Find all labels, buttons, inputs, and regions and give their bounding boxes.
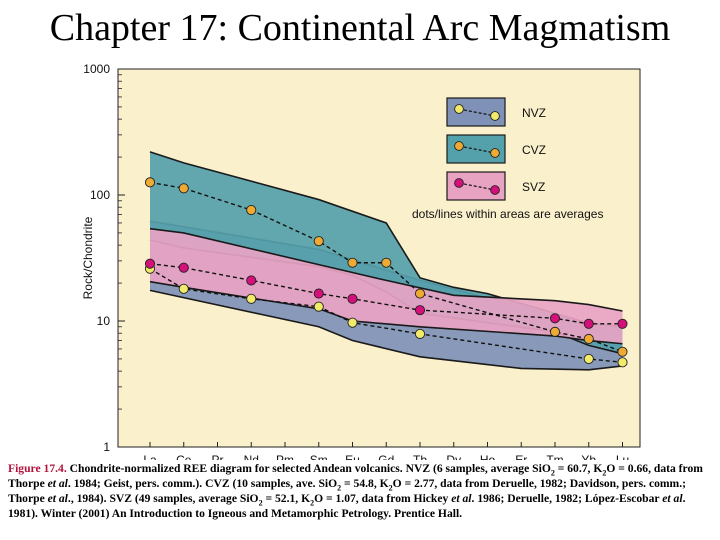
figure-caption: Figure 17.4. Chondrite-normalized REE di…	[8, 461, 712, 521]
x-tick-label: Lu	[616, 453, 629, 460]
x-tick-label: Tb	[413, 453, 427, 460]
caption-text: = 60.7, K	[554, 462, 603, 475]
caption-italic: et al	[451, 492, 472, 505]
series-cvz-line	[149, 181, 623, 353]
x-tick-label: Ho	[480, 453, 496, 460]
series-nvz-point	[246, 293, 257, 304]
series-svz-point	[246, 275, 257, 286]
series-nvz-point	[347, 317, 358, 328]
legend-label-cvz: CVZ	[522, 143, 546, 157]
caption-text: . 1986; Deruelle, 1982; López-Escobar	[471, 492, 663, 505]
x-tick-label: Pr	[212, 453, 224, 460]
series-nvz-point	[414, 328, 426, 339]
caption-italic: et al	[47, 477, 68, 490]
legend-dot-svz	[454, 178, 464, 188]
plot-frame	[117, 68, 641, 448]
series-svz-point	[583, 318, 594, 329]
axes-layer: La Ce Pr Nd Pm Sm Eu Gd Tb Dy Ho Er Tm Yb Lu 1 10 100 1000…	[81, 62, 629, 460]
series-nvz-line	[149, 268, 623, 364]
series-nvz-point	[313, 301, 324, 312]
x-tick-label: Gd	[378, 453, 394, 460]
caption-text: . 1981). Winter (2001) An Introduction t…	[8, 492, 686, 520]
y-axis-label: Rock/Chondrite	[81, 216, 95, 299]
x-tick-label: Sm	[310, 453, 328, 460]
series-cvz-point	[313, 236, 324, 247]
field-svz-lower-line	[149, 280, 623, 345]
y-tick-label: 10	[97, 314, 111, 328]
legend-dot-cvz	[490, 148, 500, 158]
series-layer	[144, 177, 628, 368]
series-svz-point	[178, 262, 189, 273]
legend-line-svz	[458, 182, 496, 191]
x-tick-label: Eu	[345, 453, 360, 460]
caption-text: . 1984; Geist, pers. comm.). CVZ (10 sam…	[67, 477, 338, 490]
series-cvz-point	[617, 346, 628, 357]
caption-text: = 54.8, K	[341, 477, 389, 490]
legend-dot-cvz	[454, 141, 464, 151]
series-cvz-point	[381, 257, 392, 268]
x-tick-label: La	[143, 453, 157, 460]
x-tick-label: Er	[515, 453, 527, 460]
series-cvz-point	[144, 177, 156, 188]
series-svz-point	[549, 313, 561, 324]
series-svz-point	[144, 258, 156, 269]
x-tick-label: Ce	[176, 453, 192, 460]
caption-text: ., 1984). SVZ (49 samples, average SiO	[67, 492, 259, 505]
series-cvz-point	[414, 288, 426, 299]
legend-label-svz: SVZ	[522, 180, 545, 194]
caption-italic: et al	[47, 492, 68, 505]
subscript: 2	[550, 468, 555, 478]
series-cvz-point	[549, 326, 561, 337]
ree-chart: La Ce Pr Nd Pm Sm Eu Gd Tb Dy Ho Er Tm Yb Lu 1 10 100 1000…	[81, 62, 641, 460]
series-cvz-point	[583, 333, 594, 345]
subscript: 2	[388, 483, 393, 493]
series-svz-point	[414, 305, 426, 316]
series-cvz-point	[246, 204, 257, 216]
series-cvz-point	[347, 257, 358, 268]
y-tick-label: 1000	[83, 62, 110, 76]
caption-italic: et al	[662, 492, 683, 505]
x-tick-label: Pm	[276, 453, 294, 460]
y-tick-label: 100	[90, 188, 110, 202]
field-nvz-lower-line	[149, 289, 623, 371]
slide-title: Chapter 17: Continental Arc Magmatism	[49, 7, 671, 49]
x-tick-label: Nd	[244, 453, 259, 460]
legend-dot-svz	[490, 185, 500, 195]
caption-text: O = 1.07, data from Hickey	[314, 492, 452, 505]
caption-text: O = 2.77, data from Deruelle, 1982; Davi…	[8, 477, 686, 505]
field-svz-upper-line	[149, 227, 623, 312]
subscript: 2	[310, 498, 315, 508]
legend-dot-nvz	[454, 104, 464, 114]
legend-label-nvz: NVZ	[522, 106, 546, 120]
subscript: 2	[258, 498, 263, 508]
x-tick-label: Yb	[581, 453, 596, 460]
caption-text: = 52.1, K	[262, 492, 311, 505]
x-tick-label: Tm	[546, 453, 563, 460]
series-cvz-point	[178, 183, 189, 194]
y-tick-label: 1	[103, 440, 110, 454]
x-tick-label: Dy	[446, 453, 461, 460]
series-svz-point	[347, 293, 358, 304]
figure-label: Figure 17.4.	[8, 462, 67, 475]
legend-line-nvz	[458, 108, 496, 117]
caption-text: O = 0.66, data from Thorpe	[8, 462, 703, 490]
legend-dot-nvz	[490, 111, 500, 121]
series-nvz-point	[178, 283, 189, 294]
series-nvz-point	[617, 357, 628, 368]
subscript: 2	[602, 468, 607, 478]
caption-text: Chondrite-normalized REE diagram for sel…	[66, 462, 551, 475]
subscript: 2	[337, 483, 342, 493]
series-svz-point	[617, 318, 628, 329]
legend-note: dots/lines within areas are averages	[412, 207, 603, 221]
legend-line-cvz	[458, 145, 496, 154]
legend: NVZ CVZ SVZ dots/lines within areas are ave…	[412, 97, 603, 221]
series-nvz-point	[583, 353, 594, 364]
series-svz-point	[313, 288, 324, 299]
